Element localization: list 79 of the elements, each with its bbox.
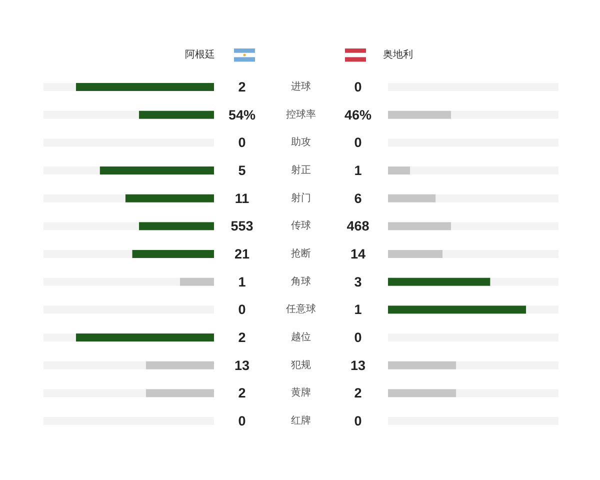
bar (146, 361, 214, 370)
text: 468 (346, 218, 370, 234)
text: 0 (238, 302, 246, 318)
text: 0 (354, 135, 362, 150)
text: 5 (238, 163, 246, 178)
text: 奥地利 (383, 48, 413, 60)
y-tick-label: 抢断 (291, 248, 311, 260)
y-tick-label: 黄牌 (291, 386, 311, 399)
bar (388, 361, 456, 370)
bar (410, 166, 558, 174)
text: 13 (350, 358, 366, 373)
bar (456, 361, 558, 370)
text: 2 (238, 330, 246, 345)
y-tick-label: 传球 (291, 220, 311, 232)
text: 46% (344, 107, 372, 122)
y-tick-label: 控球率 (286, 108, 316, 120)
text: 2 (354, 386, 362, 401)
y-tick-label: 射正 (291, 164, 311, 176)
bar (44, 222, 139, 230)
text: 14 (350, 246, 366, 262)
bar (76, 83, 214, 91)
text: 3 (354, 274, 362, 290)
text: 2 (238, 80, 246, 94)
text: 2 (238, 386, 246, 401)
text: 6 (354, 190, 362, 206)
bar (44, 389, 146, 398)
text: 0 (354, 330, 362, 345)
bar (44, 334, 76, 342)
bar (388, 194, 436, 202)
text: 阿根廷 (185, 48, 215, 60)
bar (451, 110, 558, 119)
text: 54% (228, 107, 256, 122)
text: 11 (234, 190, 250, 206)
bar (44, 110, 139, 119)
bar (490, 278, 558, 286)
bar (100, 166, 214, 174)
bar (44, 250, 132, 258)
bar (442, 250, 558, 258)
y-tick-label: 助攻 (291, 136, 311, 148)
bar (388, 222, 452, 230)
bar (138, 110, 214, 119)
bar (388, 110, 452, 119)
bar (44, 194, 126, 202)
text: 1 (354, 163, 362, 178)
bar (456, 389, 558, 398)
y-tick-label: 进球 (291, 80, 311, 92)
text: 0 (238, 135, 246, 150)
bar (44, 83, 76, 91)
text: 0 (354, 80, 362, 94)
text: 0 (238, 414, 246, 428)
bar (436, 194, 558, 202)
text: 0 (354, 414, 362, 428)
bar (451, 222, 558, 230)
text: 13 (234, 358, 250, 373)
bar (76, 334, 214, 342)
bar (44, 166, 100, 174)
bar (132, 250, 214, 258)
bar (138, 222, 214, 230)
y-tick-label: 越位 (291, 331, 311, 343)
bar (44, 361, 146, 370)
bar (388, 389, 456, 398)
bar (180, 278, 214, 286)
bar (146, 389, 214, 398)
text: 553 (230, 218, 254, 234)
y-tick-label: 射门 (291, 192, 311, 204)
bar (388, 166, 410, 174)
text: 1 (354, 302, 362, 318)
bar (388, 306, 526, 314)
text: 1 (238, 274, 246, 290)
bar (44, 278, 180, 286)
bar (526, 306, 558, 314)
y-tick-label: 角球 (291, 275, 311, 288)
bar (125, 194, 214, 202)
y-tick-label: 犯规 (291, 358, 311, 371)
text: 21 (234, 246, 250, 262)
bar (388, 278, 490, 286)
y-tick-label: 红牌 (291, 414, 311, 426)
y-tick-label: 任意球 (285, 303, 316, 316)
bar (388, 250, 443, 258)
